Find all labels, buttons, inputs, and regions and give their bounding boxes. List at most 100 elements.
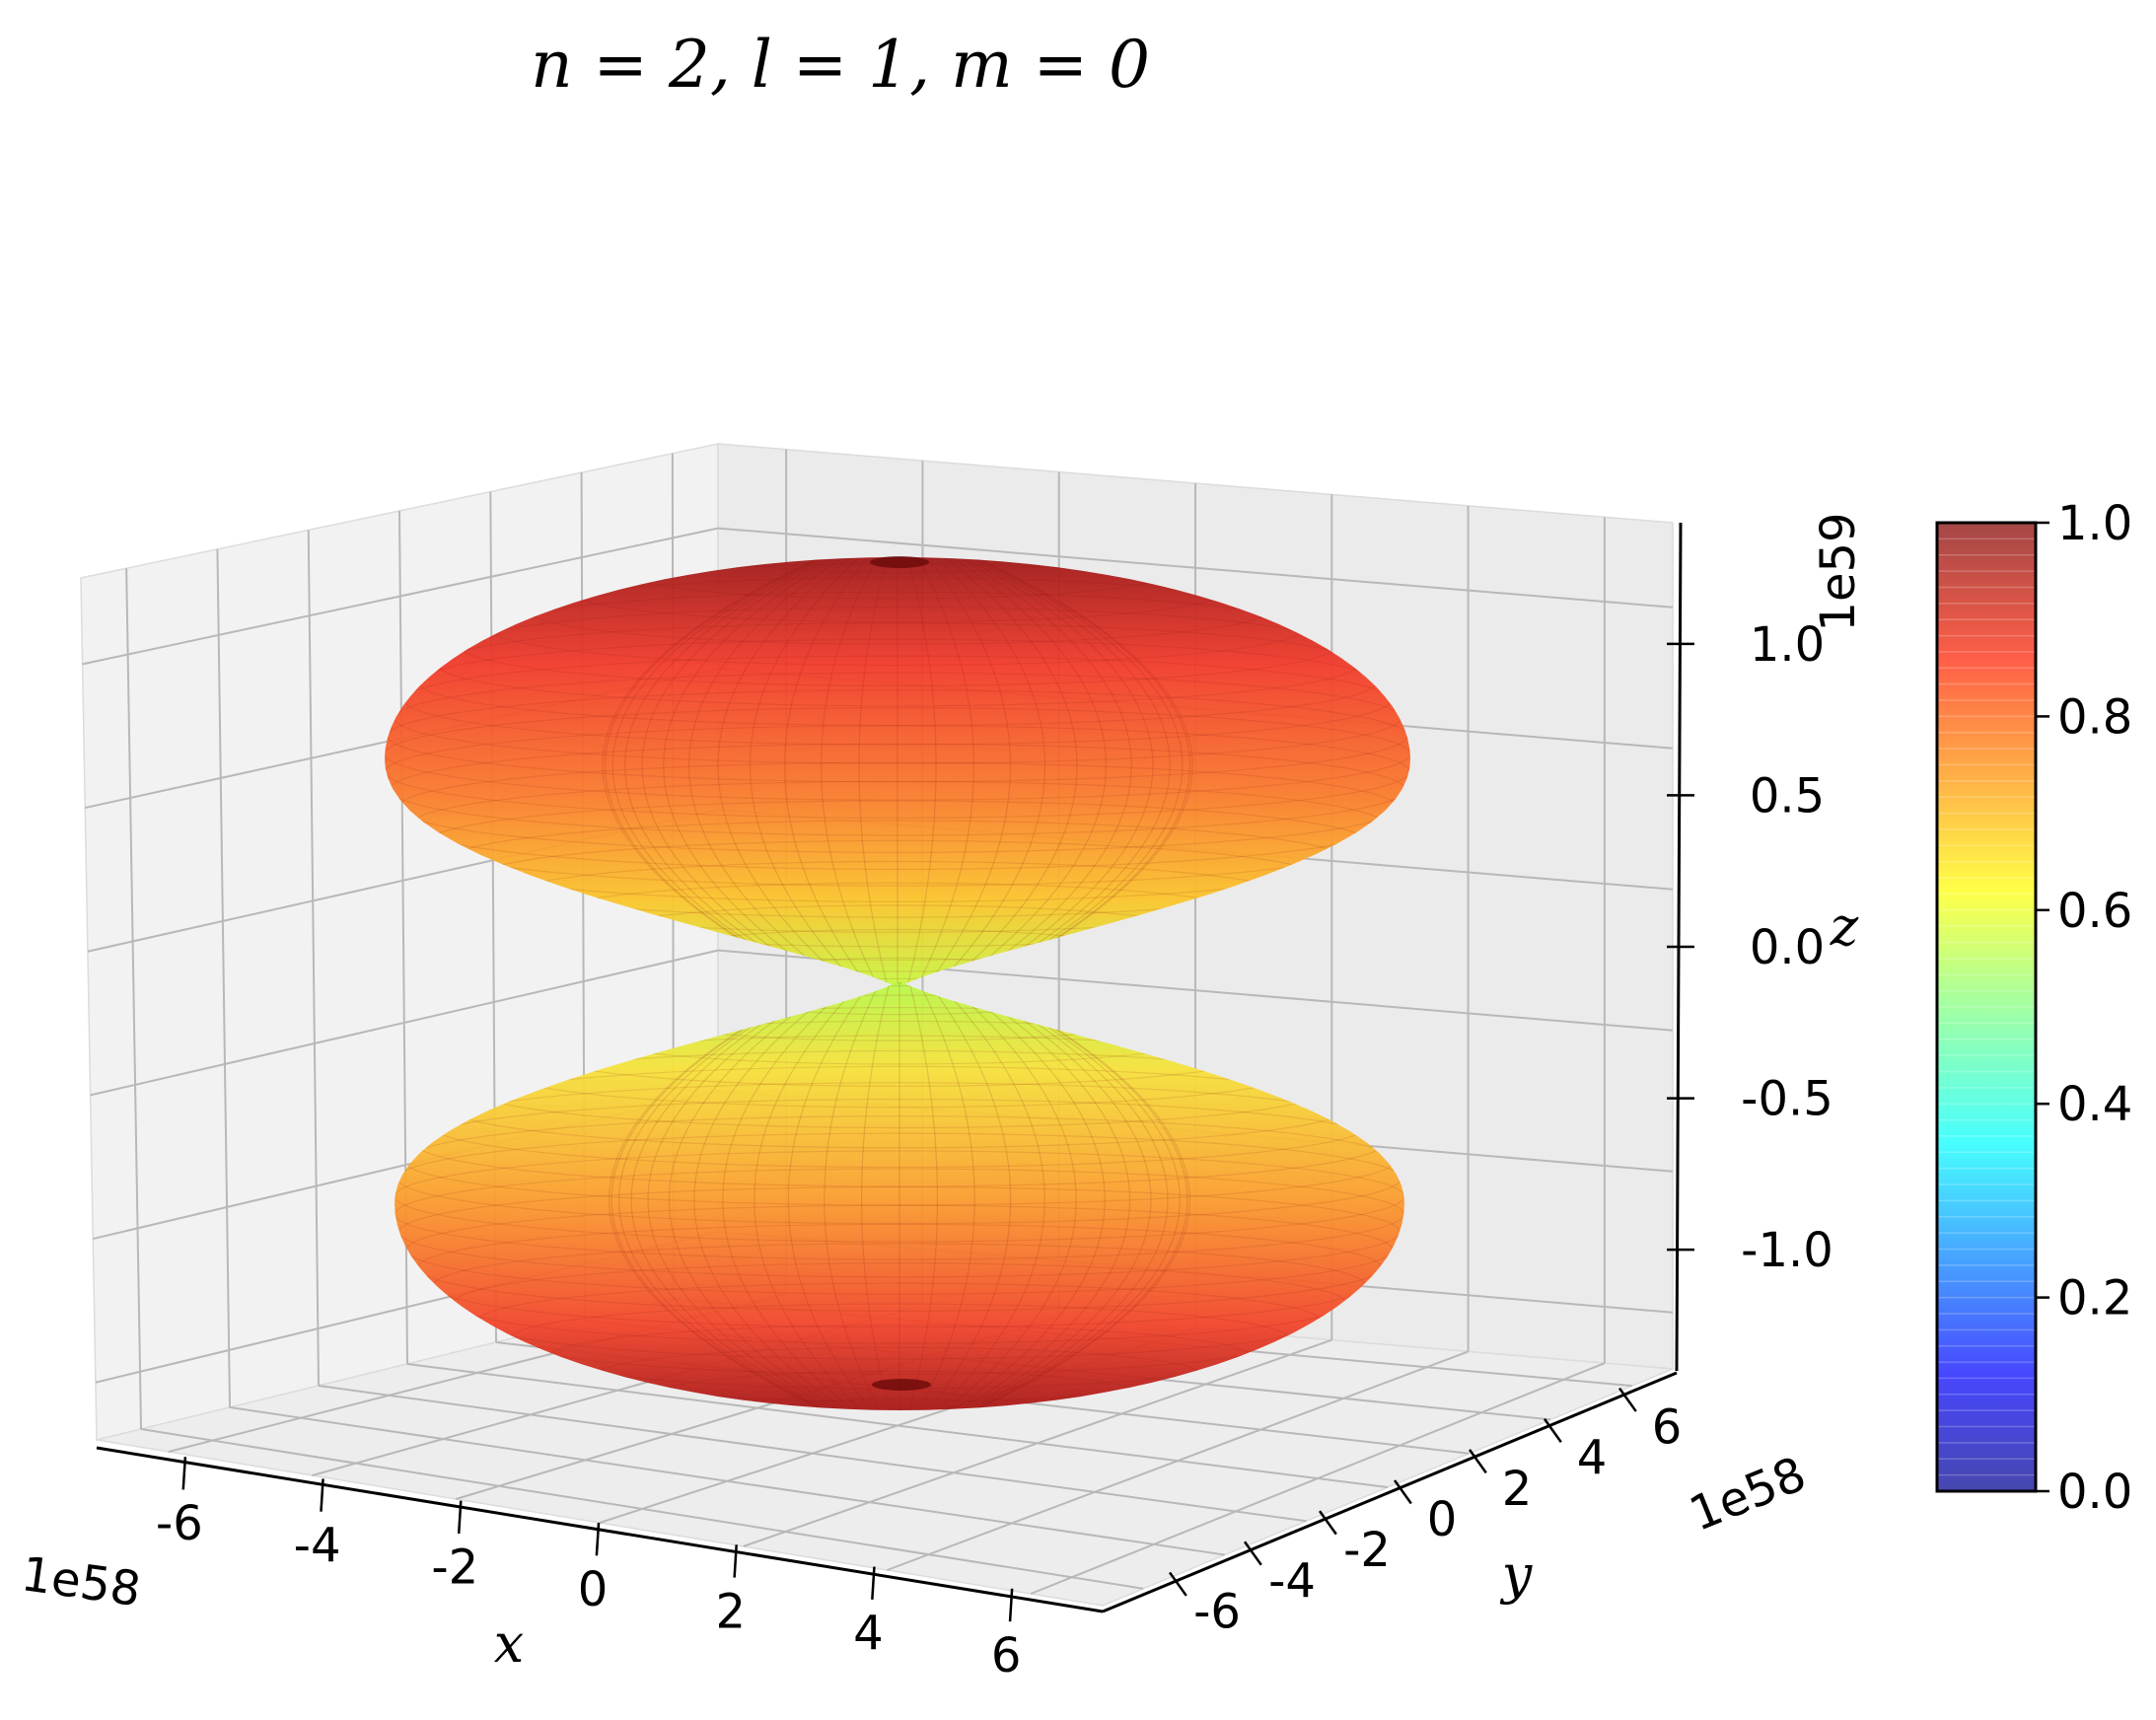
x_axis-tick-2	[457, 1500, 463, 1535]
z-tick-label: 0.0	[1750, 920, 1825, 975]
grid-line	[1030, 1362, 1606, 1595]
y_axis-tick-0	[1168, 1571, 1187, 1597]
grid-line	[743, 1338, 1332, 1547]
mesh-meridian	[754, 982, 863, 1410]
mesh-meridian	[969, 982, 1169, 1410]
mesh-meridian	[611, 982, 826, 1410]
mesh-meridian	[952, 982, 1106, 1410]
x-axis-line	[96, 1446, 1104, 1613]
grid-line	[887, 1350, 1469, 1571]
x_axis-tick-label: 0	[578, 1562, 609, 1617]
z-tick-label: 0.5	[1750, 768, 1825, 824]
z-axis-ticks: -1.0 -0.5 0.0 0.5 1.0	[1667, 617, 1833, 1278]
lower-lobe-fill	[395, 982, 1404, 1410]
mesh-meridian	[973, 557, 1190, 986]
mesh-meridian	[618, 982, 827, 1410]
mesh-meridian	[784, 557, 869, 986]
lower-pole	[872, 1379, 931, 1391]
y_axis-tick-label: 6	[1652, 1400, 1683, 1456]
mesh-meridian	[926, 557, 1011, 986]
z-axis-offset: 1e59	[1811, 512, 1866, 631]
x_axis-tick-label: 6	[991, 1628, 1022, 1684]
floor-pane	[96, 1287, 1674, 1607]
mesh-meridian	[973, 557, 1193, 986]
mesh-meridian	[971, 982, 1181, 1410]
y-axis-offset: 1e58	[1682, 1447, 1813, 1542]
x_axis-tick-6	[1008, 1588, 1014, 1622]
colorbar-bands	[1937, 538, 2036, 1476]
x_axis-tick-label: -6	[156, 1496, 203, 1551]
mesh-meridian	[624, 557, 827, 986]
colorbar-tick-label: 0.2	[2057, 1271, 2132, 1326]
x_axis-tick-label: -2	[431, 1541, 478, 1596]
y_axis-tick-label: -4	[1268, 1553, 1316, 1609]
mesh-meridian	[968, 557, 1171, 986]
z-tick-label: -0.5	[1741, 1072, 1833, 1127]
mesh-meridian	[936, 982, 1045, 1410]
grid-line	[307, 530, 320, 1387]
grid-line	[125, 568, 142, 1430]
mesh-parallel	[897, 982, 902, 984]
mesh-meridian	[858, 557, 889, 986]
x_axis-tick-label: -4	[294, 1518, 341, 1573]
colorbar-tick-label: 0.0	[2057, 1465, 2132, 1520]
colorbar-tick-label: 0.6	[2057, 884, 2132, 939]
y_axis-tick-1	[1243, 1541, 1262, 1566]
colorbar: 0.0 0.2 0.4 0.6 0.8 1.0	[1935, 496, 2132, 1520]
mesh-meridian	[908, 982, 939, 1410]
mesh-meridian	[821, 557, 879, 986]
mesh-meridian	[906, 557, 937, 986]
chart-title: n = 2, l = 1, m = 0	[531, 27, 1150, 103]
y_axis-tick-2	[1318, 1510, 1337, 1536]
mesh-meridian	[964, 557, 1154, 986]
mesh-meridian	[860, 982, 891, 1410]
y_axis-tick-3	[1393, 1479, 1412, 1505]
mesh-meridian	[945, 982, 1077, 1410]
grid-line	[82, 527, 719, 666]
colorbar-tick-label: 1.0	[2057, 496, 2132, 551]
y_axis-tick-label: -6	[1193, 1584, 1241, 1639]
colorbar-gradient	[1937, 523, 2036, 1491]
mesh-meridian	[717, 557, 851, 986]
mesh-meridian	[974, 982, 1190, 1410]
mesh-parallel	[725, 557, 1070, 574]
mesh-meridian	[927, 982, 1012, 1410]
mesh-meridian	[641, 557, 831, 986]
x-axis-label: x	[494, 1612, 524, 1675]
y-axis-label: y	[1500, 1543, 1534, 1606]
mesh-meridian	[605, 557, 822, 986]
mesh-meridian	[824, 982, 881, 1410]
x-axis-ticks: -6 -4 -2 0 2 4 6	[156, 1457, 1021, 1684]
colorbar-frame	[1935, 521, 2038, 1493]
colorbar-tick-label: 0.8	[2057, 689, 2132, 745]
y_axis-tick-label: 0	[1427, 1492, 1458, 1547]
mesh-meridian	[609, 982, 825, 1410]
mesh-meridian	[749, 557, 860, 986]
x_axis-tick-5	[871, 1566, 876, 1600]
x_axis-tick-3	[595, 1522, 601, 1556]
colorbar-ticks: 0.0 0.2 0.4 0.6 0.8 1.0	[2036, 496, 2132, 1520]
mesh-meridian	[935, 557, 1046, 986]
x_axis-tick-0	[181, 1457, 187, 1490]
mesh-meridian	[971, 557, 1184, 986]
y_axis-tick-label: 2	[1502, 1462, 1533, 1517]
mesh-meridian	[951, 557, 1108, 986]
grid-line	[717, 527, 1674, 609]
x_axis-tick-label: 4	[853, 1607, 884, 1662]
mesh-meridian	[722, 982, 854, 1410]
colorbar-tick-label: 0.4	[2057, 1077, 2132, 1132]
mesh-meridian	[959, 982, 1130, 1410]
upper-pole	[870, 556, 929, 568]
x_axis-tick-4	[733, 1544, 738, 1578]
x_axis-tick-label: 2	[715, 1584, 746, 1639]
mesh-meridian	[630, 982, 830, 1410]
y-axis-line	[1102, 1371, 1678, 1613]
grid-line	[216, 548, 231, 1408]
grid-line	[406, 1363, 1389, 1488]
y_axis-tick-5	[1543, 1417, 1562, 1443]
mesh-meridian	[602, 557, 822, 986]
mesh-meridian	[693, 982, 847, 1410]
mesh-meridian	[647, 982, 834, 1410]
